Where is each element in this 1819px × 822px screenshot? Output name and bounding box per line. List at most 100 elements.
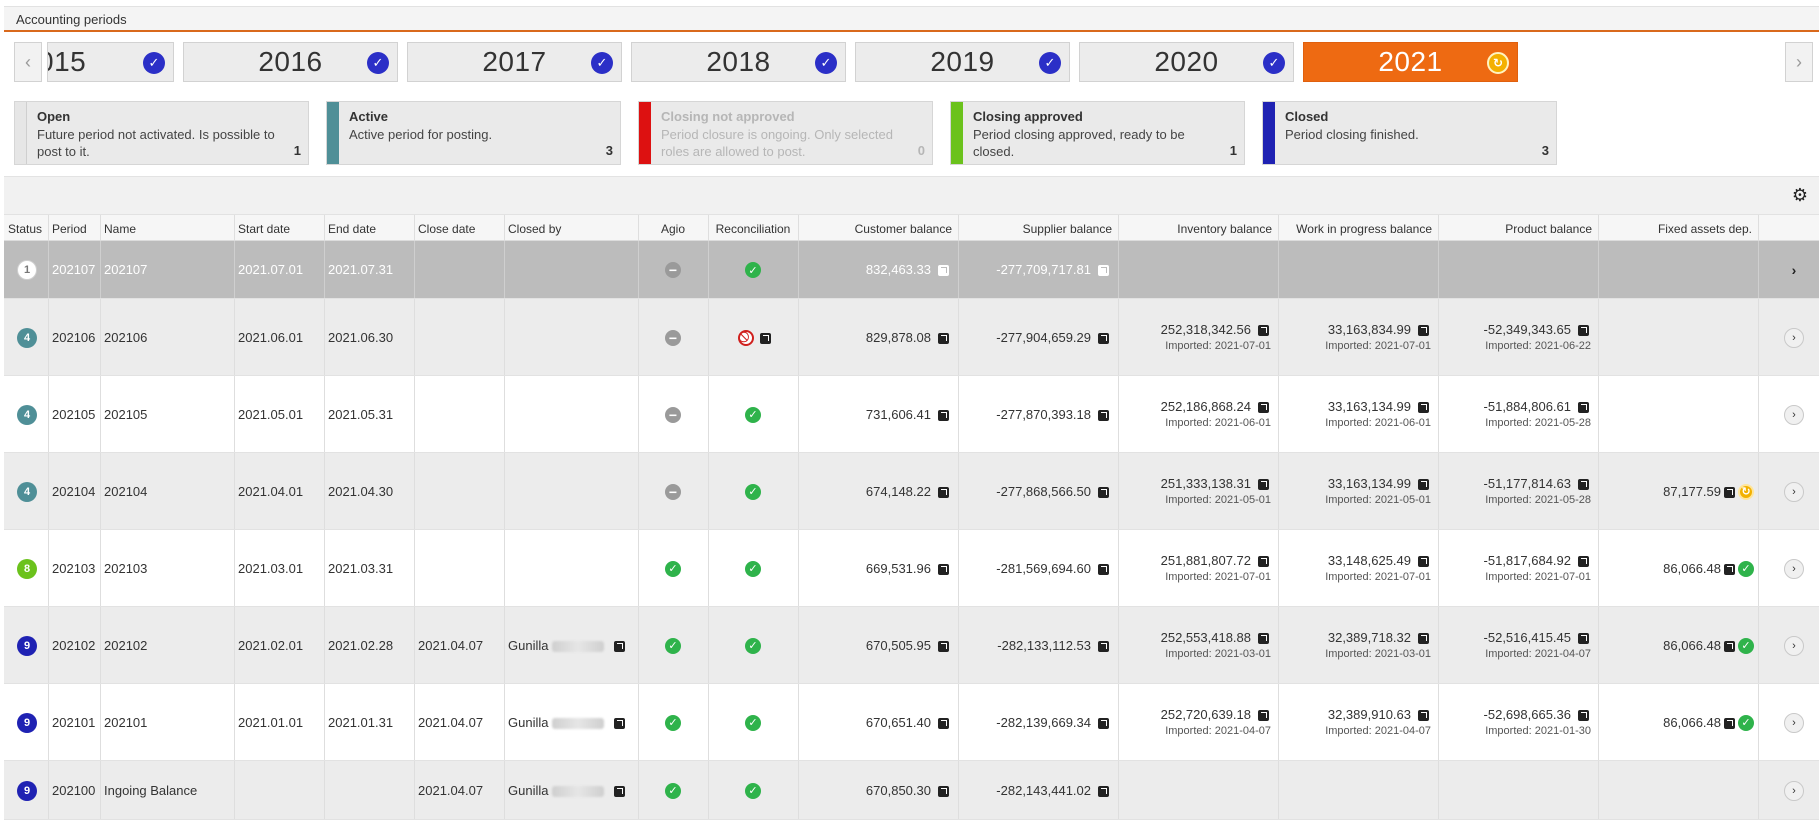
row-open-button[interactable]: › xyxy=(1784,780,1804,801)
open-link-icon[interactable] xyxy=(1418,709,1429,721)
row-open-button[interactable]: › xyxy=(1784,635,1804,656)
year-tab-2021[interactable]: 2021 ↻ xyxy=(1303,42,1518,82)
table-row[interactable]: 9 202101 202101 2021.01.01 2021.01.31 2021.04… xyxy=(4,684,1819,761)
row-open-button[interactable]: › xyxy=(1784,404,1804,425)
open-link-icon[interactable] xyxy=(1098,563,1109,575)
open-link-icon[interactable] xyxy=(1258,478,1269,490)
wip-balance-cell-imported: Imported: 2021-03-01 xyxy=(1325,647,1431,660)
open-link-icon[interactable] xyxy=(614,717,625,729)
open-link-icon[interactable] xyxy=(1418,555,1429,567)
table-row[interactable]: 9 202102 202102 2021.02.01 2021.02.28 2021.04… xyxy=(4,607,1819,684)
year-tab-2018[interactable]: 2018 ✓ xyxy=(631,42,846,82)
open-link-icon[interactable] xyxy=(1418,478,1429,490)
table-row[interactable]: 4 202106 202106 2021.06.01 2021.06.30 −⃠ 829,8… xyxy=(4,299,1819,376)
open-link-icon[interactable] xyxy=(938,486,949,498)
column-divider xyxy=(48,215,49,240)
open-link-icon[interactable] xyxy=(1098,717,1109,729)
open-link-icon[interactable] xyxy=(1724,563,1735,575)
row-open-button[interactable]: › xyxy=(1784,327,1804,348)
open-link-icon[interactable] xyxy=(1578,324,1589,336)
row-open-button[interactable]: › xyxy=(1784,481,1804,502)
open-link-icon[interactable] xyxy=(1578,401,1589,413)
year-tab-2017[interactable]: 2017 ✓ xyxy=(407,42,622,82)
legend-count: 3 xyxy=(605,143,613,158)
open-link-icon[interactable] xyxy=(938,265,949,276)
column-divider xyxy=(1278,761,1279,819)
end-date-cell: 2021.04.30 xyxy=(328,483,394,499)
open-link-icon[interactable] xyxy=(1258,401,1269,413)
table-row[interactable]: 9 202100 Ingoing Balance 2021.04.07 Gunilla ✓… xyxy=(4,761,1819,820)
column-divider xyxy=(798,530,799,606)
open-link-icon[interactable] xyxy=(1724,486,1735,498)
year-label: 2016 xyxy=(258,46,323,77)
open-link-icon[interactable] xyxy=(1578,478,1589,490)
open-link-icon[interactable] xyxy=(1418,324,1429,336)
name-cell: 202106 xyxy=(104,329,148,345)
closed-by-cell: Gunilla xyxy=(508,782,549,798)
close-date-cell: 2021.04.07 xyxy=(418,637,484,653)
column-divider xyxy=(414,530,415,606)
open-link-icon[interactable] xyxy=(1098,409,1109,421)
column-divider xyxy=(414,215,415,240)
years-prev-button[interactable]: ‹ xyxy=(14,42,42,82)
table-row[interactable]: 1 202107 202107 2021.07.01 2021.07.31 − ✓ 832,4… xyxy=(4,241,1819,299)
open-link-icon[interactable] xyxy=(1258,709,1269,721)
open-link-icon[interactable] xyxy=(1578,632,1589,644)
open-link-icon[interactable] xyxy=(1578,709,1589,721)
row-open-button[interactable]: › xyxy=(1784,558,1804,579)
open-link-icon[interactable] xyxy=(1258,324,1269,336)
row-open-button[interactable]: › xyxy=(1784,260,1804,280)
open-link-icon[interactable] xyxy=(938,332,949,344)
table-row[interactable]: 4 202104 202104 2021.04.01 2021.04.30 − ✓ 674,1… xyxy=(4,453,1819,530)
wip-balance-cell-imported: Imported: 2021-05-01 xyxy=(1325,493,1431,506)
open-link-icon[interactable] xyxy=(614,785,625,797)
inventory-balance-cell-imported: Imported: 2021-06-01 xyxy=(1165,416,1271,429)
open-link-icon[interactable] xyxy=(1098,486,1109,498)
year-tab-2020[interactable]: 2020 ✓ xyxy=(1079,42,1294,82)
start-date-cell: 2021.06.01 xyxy=(238,329,304,345)
legend-card-active[interactable]: Active Active period for posting. 3 xyxy=(326,101,621,165)
column-divider xyxy=(1278,215,1279,240)
column-divider xyxy=(234,684,235,760)
open-link-icon[interactable] xyxy=(1418,401,1429,413)
open-link-icon[interactable] xyxy=(938,563,949,575)
open-link-icon[interactable] xyxy=(938,640,949,652)
check-circle-icon: ✓ xyxy=(665,560,681,577)
table-row[interactable]: 4 202105 202105 2021.05.01 2021.05.31 − ✓ 731,6… xyxy=(4,376,1819,453)
open-link-icon[interactable] xyxy=(938,785,949,797)
legend-card-closing-not-approved[interactable]: Closing not approved Period closure is on… xyxy=(638,101,933,165)
minus-circle-icon: − xyxy=(665,406,681,423)
close-date-cell: 2021.04.07 xyxy=(418,782,484,798)
gear-icon[interactable]: ⚙ xyxy=(1791,185,1809,205)
wip-balance-cell-imported: Imported: 2021-06-01 xyxy=(1325,416,1431,429)
open-link-icon[interactable] xyxy=(938,409,949,421)
year-tab-2016[interactable]: 2016 ✓ xyxy=(183,42,398,82)
table-row[interactable]: 8 202103 202103 2021.03.01 2021.03.31 ✓ ✓ 669,5… xyxy=(4,530,1819,607)
legend-card-closed[interactable]: Closed Period closing finished. 3 xyxy=(1262,101,1557,165)
row-open-button[interactable]: › xyxy=(1784,712,1804,733)
year-tab-015[interactable]: 015 ✓ xyxy=(47,42,174,82)
open-link-icon[interactable] xyxy=(614,640,625,652)
open-link-icon[interactable] xyxy=(1098,785,1109,797)
open-link-icon[interactable] xyxy=(1098,332,1109,344)
product-balance-cell-imported: Imported: 2021-04-07 xyxy=(1485,647,1591,660)
column-header-agio: Agio xyxy=(660,222,686,236)
open-link-icon[interactable] xyxy=(1578,555,1589,567)
open-link-icon[interactable] xyxy=(1098,265,1109,276)
open-link-icon[interactable] xyxy=(938,717,949,729)
legend-card-open[interactable]: Open Future period not activated. Is poss… xyxy=(14,101,309,165)
year-tab-2019[interactable]: 2019 ✓ xyxy=(855,42,1070,82)
customer-balance-cell: 669,531.96 xyxy=(865,560,931,576)
legend-card-closing-approved[interactable]: Closing approved Period closing approved,… xyxy=(950,101,1245,165)
column-divider xyxy=(324,299,325,375)
open-link-icon[interactable] xyxy=(1258,632,1269,644)
close-date-cell: 2021.04.07 xyxy=(418,714,484,730)
open-link-icon[interactable] xyxy=(760,332,771,344)
open-link-icon[interactable] xyxy=(1724,640,1735,652)
open-link-icon[interactable] xyxy=(1418,632,1429,644)
open-link-icon[interactable] xyxy=(1098,640,1109,652)
open-link-icon[interactable] xyxy=(1258,555,1269,567)
open-link-icon[interactable] xyxy=(1724,717,1735,729)
inventory-balance-cell: 251,333,138.31 xyxy=(1160,475,1251,491)
years-next-button[interactable]: › xyxy=(1785,42,1813,82)
